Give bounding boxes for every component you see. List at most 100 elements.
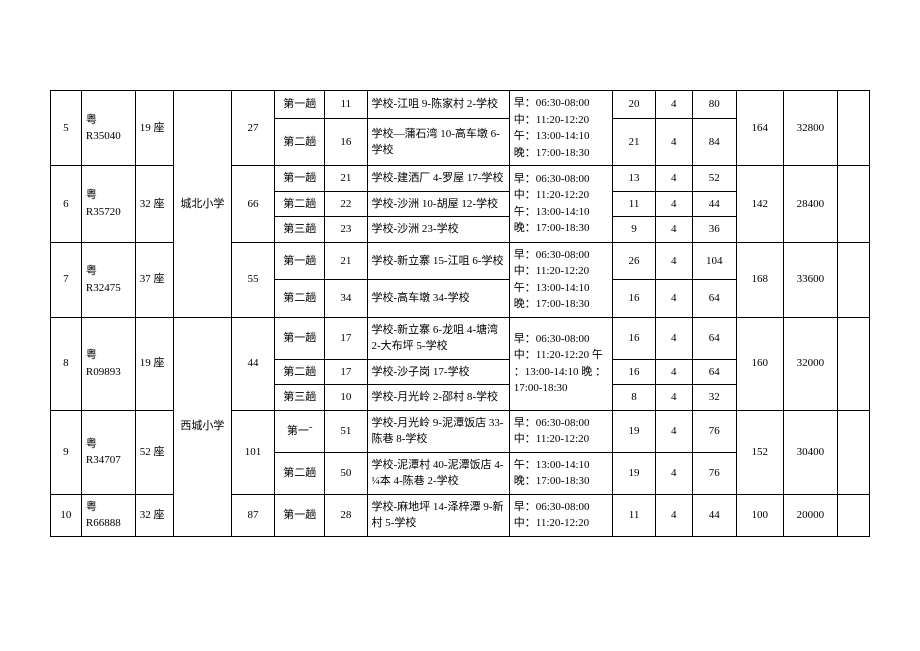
trip-cell: 第二趟	[275, 119, 325, 166]
num-cell: 80	[692, 91, 736, 119]
count-cell: 11	[325, 91, 367, 119]
route-cell: 学校-麻地坪 14-泽梓潭 9-新村 5-学校	[367, 494, 509, 536]
trip-cell: 第一趟	[275, 494, 325, 536]
time-cell: 早：06:30-08:00 中：11:20-12:20	[509, 494, 613, 536]
trip-cell: 第一趟	[275, 166, 325, 192]
count-cell: 51	[325, 410, 367, 452]
trip-cell: 第二趟	[275, 359, 325, 385]
num-cell: 44	[692, 494, 736, 536]
route-cell: 学校-沙洲 10-胡屋 12-学校	[367, 191, 509, 217]
count-cell: 21	[325, 242, 367, 280]
empty-cell	[837, 410, 869, 494]
num-cell: 26	[613, 242, 655, 280]
route-cell: 学校-泥潭村 40-泥潭饭店 4-¼本 4-陈巷 2-学校	[367, 452, 509, 494]
sum-cell: 152	[736, 410, 783, 494]
count-cell: 23	[325, 217, 367, 243]
num-cell: 11	[613, 191, 655, 217]
num-cell: 4	[655, 91, 692, 119]
trip-cell: 第二趟	[275, 191, 325, 217]
total-cell: 44	[231, 317, 275, 410]
trip-cell: 第三趟	[275, 385, 325, 411]
school-cell: 西城小学	[174, 317, 232, 536]
plate-cell: 粤 R09893	[81, 317, 135, 410]
empty-cell	[837, 317, 869, 410]
cost-cell: 30400	[783, 410, 837, 494]
num-cell: 64	[692, 317, 736, 359]
num-cell: 4	[655, 385, 692, 411]
num-cell: 4	[655, 166, 692, 192]
num-cell: 8	[613, 385, 655, 411]
row-index: 10	[51, 494, 82, 536]
time-cell: 早：06:30-08:00 中：11:20-12:20 午 ：13:00-14:…	[509, 317, 613, 410]
num-cell: 16	[613, 359, 655, 385]
num-cell: 4	[655, 410, 692, 452]
cost-cell: 33600	[783, 242, 837, 317]
num-cell: 9	[613, 217, 655, 243]
num-cell: 4	[655, 191, 692, 217]
num-cell: 16	[613, 280, 655, 318]
time-cell: 早：06:30-08:00 中：11:20-12:20 午：13:00-14:1…	[509, 242, 613, 317]
num-cell: 64	[692, 359, 736, 385]
num-cell: 76	[692, 410, 736, 452]
count-cell: 10	[325, 385, 367, 411]
route-cell: 学校-新立寨 15-江咀 6-学校	[367, 242, 509, 280]
route-cell: 学校-沙洲 23-学校	[367, 217, 509, 243]
schedule-table: 5 粤 R35040 19 座 城北小学 27 第一趟 11 学校-江咀 9-陈…	[50, 90, 870, 537]
num-cell: 21	[613, 119, 655, 166]
num-cell: 76	[692, 452, 736, 494]
plate-cell: 粤 R35040	[81, 91, 135, 166]
num-cell: 4	[655, 317, 692, 359]
total-cell: 27	[231, 91, 275, 166]
trip-cell: 第一趟	[275, 91, 325, 119]
cost-cell: 32000	[783, 317, 837, 410]
empty-cell	[837, 166, 869, 243]
row-index: 8	[51, 317, 82, 410]
seats-cell: 52 座	[135, 410, 173, 494]
total-cell: 66	[231, 166, 275, 243]
plate-cell: 粤 R34707	[81, 410, 135, 494]
table-row: 7 粤 R32475 37 座 55 第一趟 21 学校-新立寨 15-江咀 6…	[51, 242, 870, 280]
seats-cell: 32 座	[135, 494, 173, 536]
num-cell: 4	[655, 119, 692, 166]
num-cell: 4	[655, 217, 692, 243]
trip-cell: 第一趟	[275, 317, 325, 359]
total-cell: 87	[231, 494, 275, 536]
count-cell: 50	[325, 452, 367, 494]
count-cell: 16	[325, 119, 367, 166]
seats-cell: 19 座	[135, 91, 173, 166]
num-cell: 32	[692, 385, 736, 411]
seats-cell: 37 座	[135, 242, 173, 317]
route-cell: 学校-建洒厂 4-罗屋 17-学校	[367, 166, 509, 192]
num-cell: 52	[692, 166, 736, 192]
route-cell: 学校-江咀 9-陈家村 2-学校	[367, 91, 509, 119]
plate-cell: 粤 R35720	[81, 166, 135, 243]
cost-cell: 20000	[783, 494, 837, 536]
num-cell: 44	[692, 191, 736, 217]
count-cell: 17	[325, 359, 367, 385]
sum-cell: 160	[736, 317, 783, 410]
num-cell: 84	[692, 119, 736, 166]
time-cell: 午：13:00-14:10 晚：17:00-18:30	[509, 452, 613, 494]
empty-cell	[837, 242, 869, 317]
num-cell: 104	[692, 242, 736, 280]
trip-cell: 第二趟	[275, 452, 325, 494]
table-row: 10 粤 R66888 32 座 87 第一趟 28 学校-麻地坪 14-泽梓潭…	[51, 494, 870, 536]
count-cell: 34	[325, 280, 367, 318]
empty-cell	[837, 91, 869, 166]
count-cell: 21	[325, 166, 367, 192]
count-cell: 17	[325, 317, 367, 359]
school-cell: 城北小学	[174, 91, 232, 318]
num-cell: 4	[655, 242, 692, 280]
cost-cell: 28400	[783, 166, 837, 243]
num-cell: 13	[613, 166, 655, 192]
time-cell: 早：06:30-08:00 中：11:20-12:20 午：13:00-14:1…	[509, 166, 613, 243]
count-cell: 28	[325, 494, 367, 536]
total-cell: 55	[231, 242, 275, 317]
seats-cell: 32 座	[135, 166, 173, 243]
num-cell: 4	[655, 494, 692, 536]
num-cell: 4	[655, 452, 692, 494]
sum-cell: 100	[736, 494, 783, 536]
num-cell: 4	[655, 280, 692, 318]
row-index: 6	[51, 166, 82, 243]
row-index: 5	[51, 91, 82, 166]
